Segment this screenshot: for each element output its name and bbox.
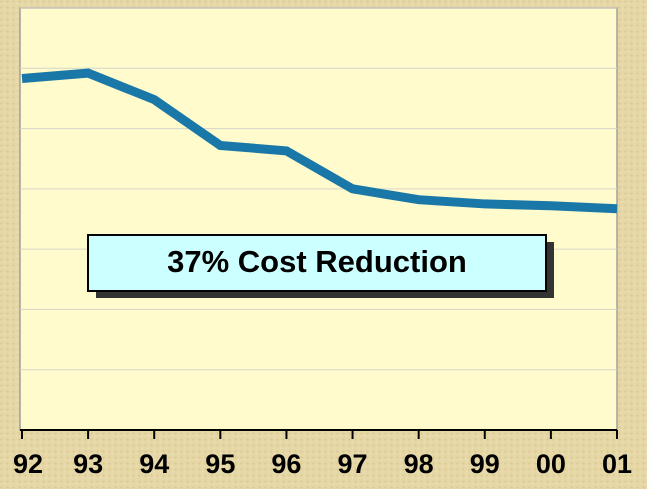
- annotation-box: [87, 234, 547, 292]
- x-tick-label: 92: [13, 449, 43, 479]
- annotation: 37% Cost Reduction: [167, 244, 467, 279]
- x-tick-label: 97: [338, 449, 368, 479]
- x-tick-label: 00: [536, 449, 566, 479]
- x-tick-label: 99: [470, 449, 500, 479]
- plot-area: [19, 7, 618, 431]
- x-tick-label: 95: [205, 449, 235, 479]
- data-line: [21, 68, 618, 214]
- x-tick-label: 01: [602, 449, 632, 479]
- x-tick-label: 98: [404, 449, 434, 479]
- x-tick-label: 96: [271, 449, 301, 479]
- x-tick-label: 93: [73, 449, 103, 479]
- x-tick-label: 94: [139, 449, 169, 479]
